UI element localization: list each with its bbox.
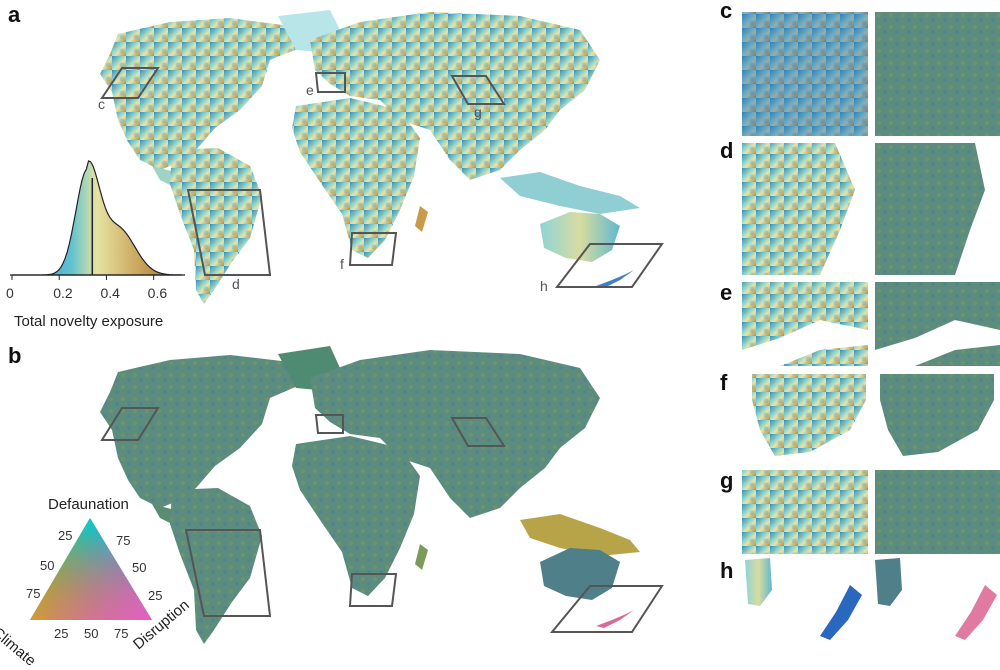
ternary-top-label: Defaunation <box>48 496 129 513</box>
map-b-south-america <box>170 488 262 644</box>
map-b-box-h <box>549 585 664 633</box>
box-label-c: c <box>98 96 105 112</box>
thumb-f-composition <box>880 374 994 456</box>
thumb-e-composition-sea <box>875 320 1000 366</box>
panel-letter-h: h <box>720 558 734 583</box>
map-b-africa <box>292 436 420 596</box>
panel-letter-f: f <box>720 370 728 395</box>
map-b-australia <box>540 548 620 600</box>
box-label-d: d <box>232 276 240 292</box>
map-a-madagascar <box>415 206 428 232</box>
map-b-eurasia <box>310 350 600 518</box>
ternary-bottom-tick-75: 75 <box>114 626 129 641</box>
ternary-legend <box>30 518 152 620</box>
map-b-box-e <box>314 414 344 434</box>
map-b-north-america <box>100 355 300 508</box>
panel-letter-b: b <box>8 343 22 368</box>
map-a-box-c <box>100 67 160 99</box>
box-label-e: e <box>306 82 314 98</box>
thumb-h-novelty-aus <box>745 558 772 606</box>
map-a-north-america <box>100 18 300 170</box>
map-a-africa <box>292 98 420 258</box>
panel-letter-d: d <box>720 138 734 163</box>
thumb-h-novelty-nz <box>820 585 862 640</box>
ternary-left-tick-25: 25 <box>58 528 73 543</box>
thumb-f-novelty <box>752 374 866 456</box>
map-a-eurasia <box>310 12 600 180</box>
map-a-se-asia <box>500 172 640 214</box>
thumb-g-novelty <box>742 470 868 554</box>
thumb-d-composition-coast <box>955 143 1000 275</box>
ternary-left-tick-50: 50 <box>40 558 55 573</box>
histogram-tick-label: 0.6 <box>147 285 168 301</box>
map-a-south-america <box>170 148 262 304</box>
histogram-area <box>12 160 183 276</box>
ternary-right-tick-25: 25 <box>148 588 163 603</box>
map-b-box-c <box>100 407 160 441</box>
ternary-left-tick-75: 75 <box>26 586 41 601</box>
map-a-new-zealand <box>596 270 634 288</box>
panel-letter-g: g <box>720 468 734 493</box>
thumb-d-novelty-coast <box>820 143 868 275</box>
map-b-box-f <box>348 573 398 607</box>
thumb-c-novelty <box>742 12 868 136</box>
map-a-box-f <box>348 232 398 266</box>
thumb-h-composition-aus <box>875 558 902 606</box>
thumb-c-novelty-shade <box>742 12 868 136</box>
histogram-ticks <box>11 275 155 280</box>
histogram-tick-label: 0 <box>6 285 14 301</box>
map-a-box-h <box>554 243 664 288</box>
ternary-right-tick-50: 50 <box>132 560 147 575</box>
thumbnails <box>742 12 1000 640</box>
ternary-bottom-tick-25: 25 <box>54 626 69 641</box>
box-label-f: f <box>340 256 344 272</box>
thumb-h-composition-nz <box>955 585 997 640</box>
ternary-bottom-tick-50: 50 <box>84 626 99 641</box>
map-a-novelty <box>100 10 664 304</box>
panel-letter-a: a <box>8 2 21 27</box>
thumb-g-composition <box>875 470 1000 554</box>
map-a-australia <box>540 212 620 262</box>
box-label-g: g <box>474 104 482 120</box>
ternary-disruption-fill <box>30 518 152 620</box>
box-label-h: h <box>540 278 548 294</box>
ternary-right-tick-75: 75 <box>116 533 131 548</box>
map-b-se-asia <box>520 514 640 556</box>
map-b-madagascar <box>415 544 428 570</box>
histogram-tick-label: 0.2 <box>53 285 73 301</box>
map-a-box-d <box>186 189 272 276</box>
panel-letter-c: c <box>720 0 733 23</box>
histogram <box>10 160 185 280</box>
panel-letter-e: e <box>720 280 733 305</box>
map-b-box-g <box>450 417 506 447</box>
histogram-tick-label: 0.4 <box>100 285 120 301</box>
map-b-composition <box>100 346 664 644</box>
histogram-xlabel: Total novelty exposure <box>14 313 164 330</box>
thumb-c-composition <box>875 12 1000 136</box>
map-b-box-d <box>184 529 272 617</box>
map-b-new-zealand <box>596 610 634 628</box>
thumb-e-novelty-sea <box>742 320 868 366</box>
map-a-box-e <box>314 72 346 93</box>
map-a-box-g <box>450 75 506 105</box>
